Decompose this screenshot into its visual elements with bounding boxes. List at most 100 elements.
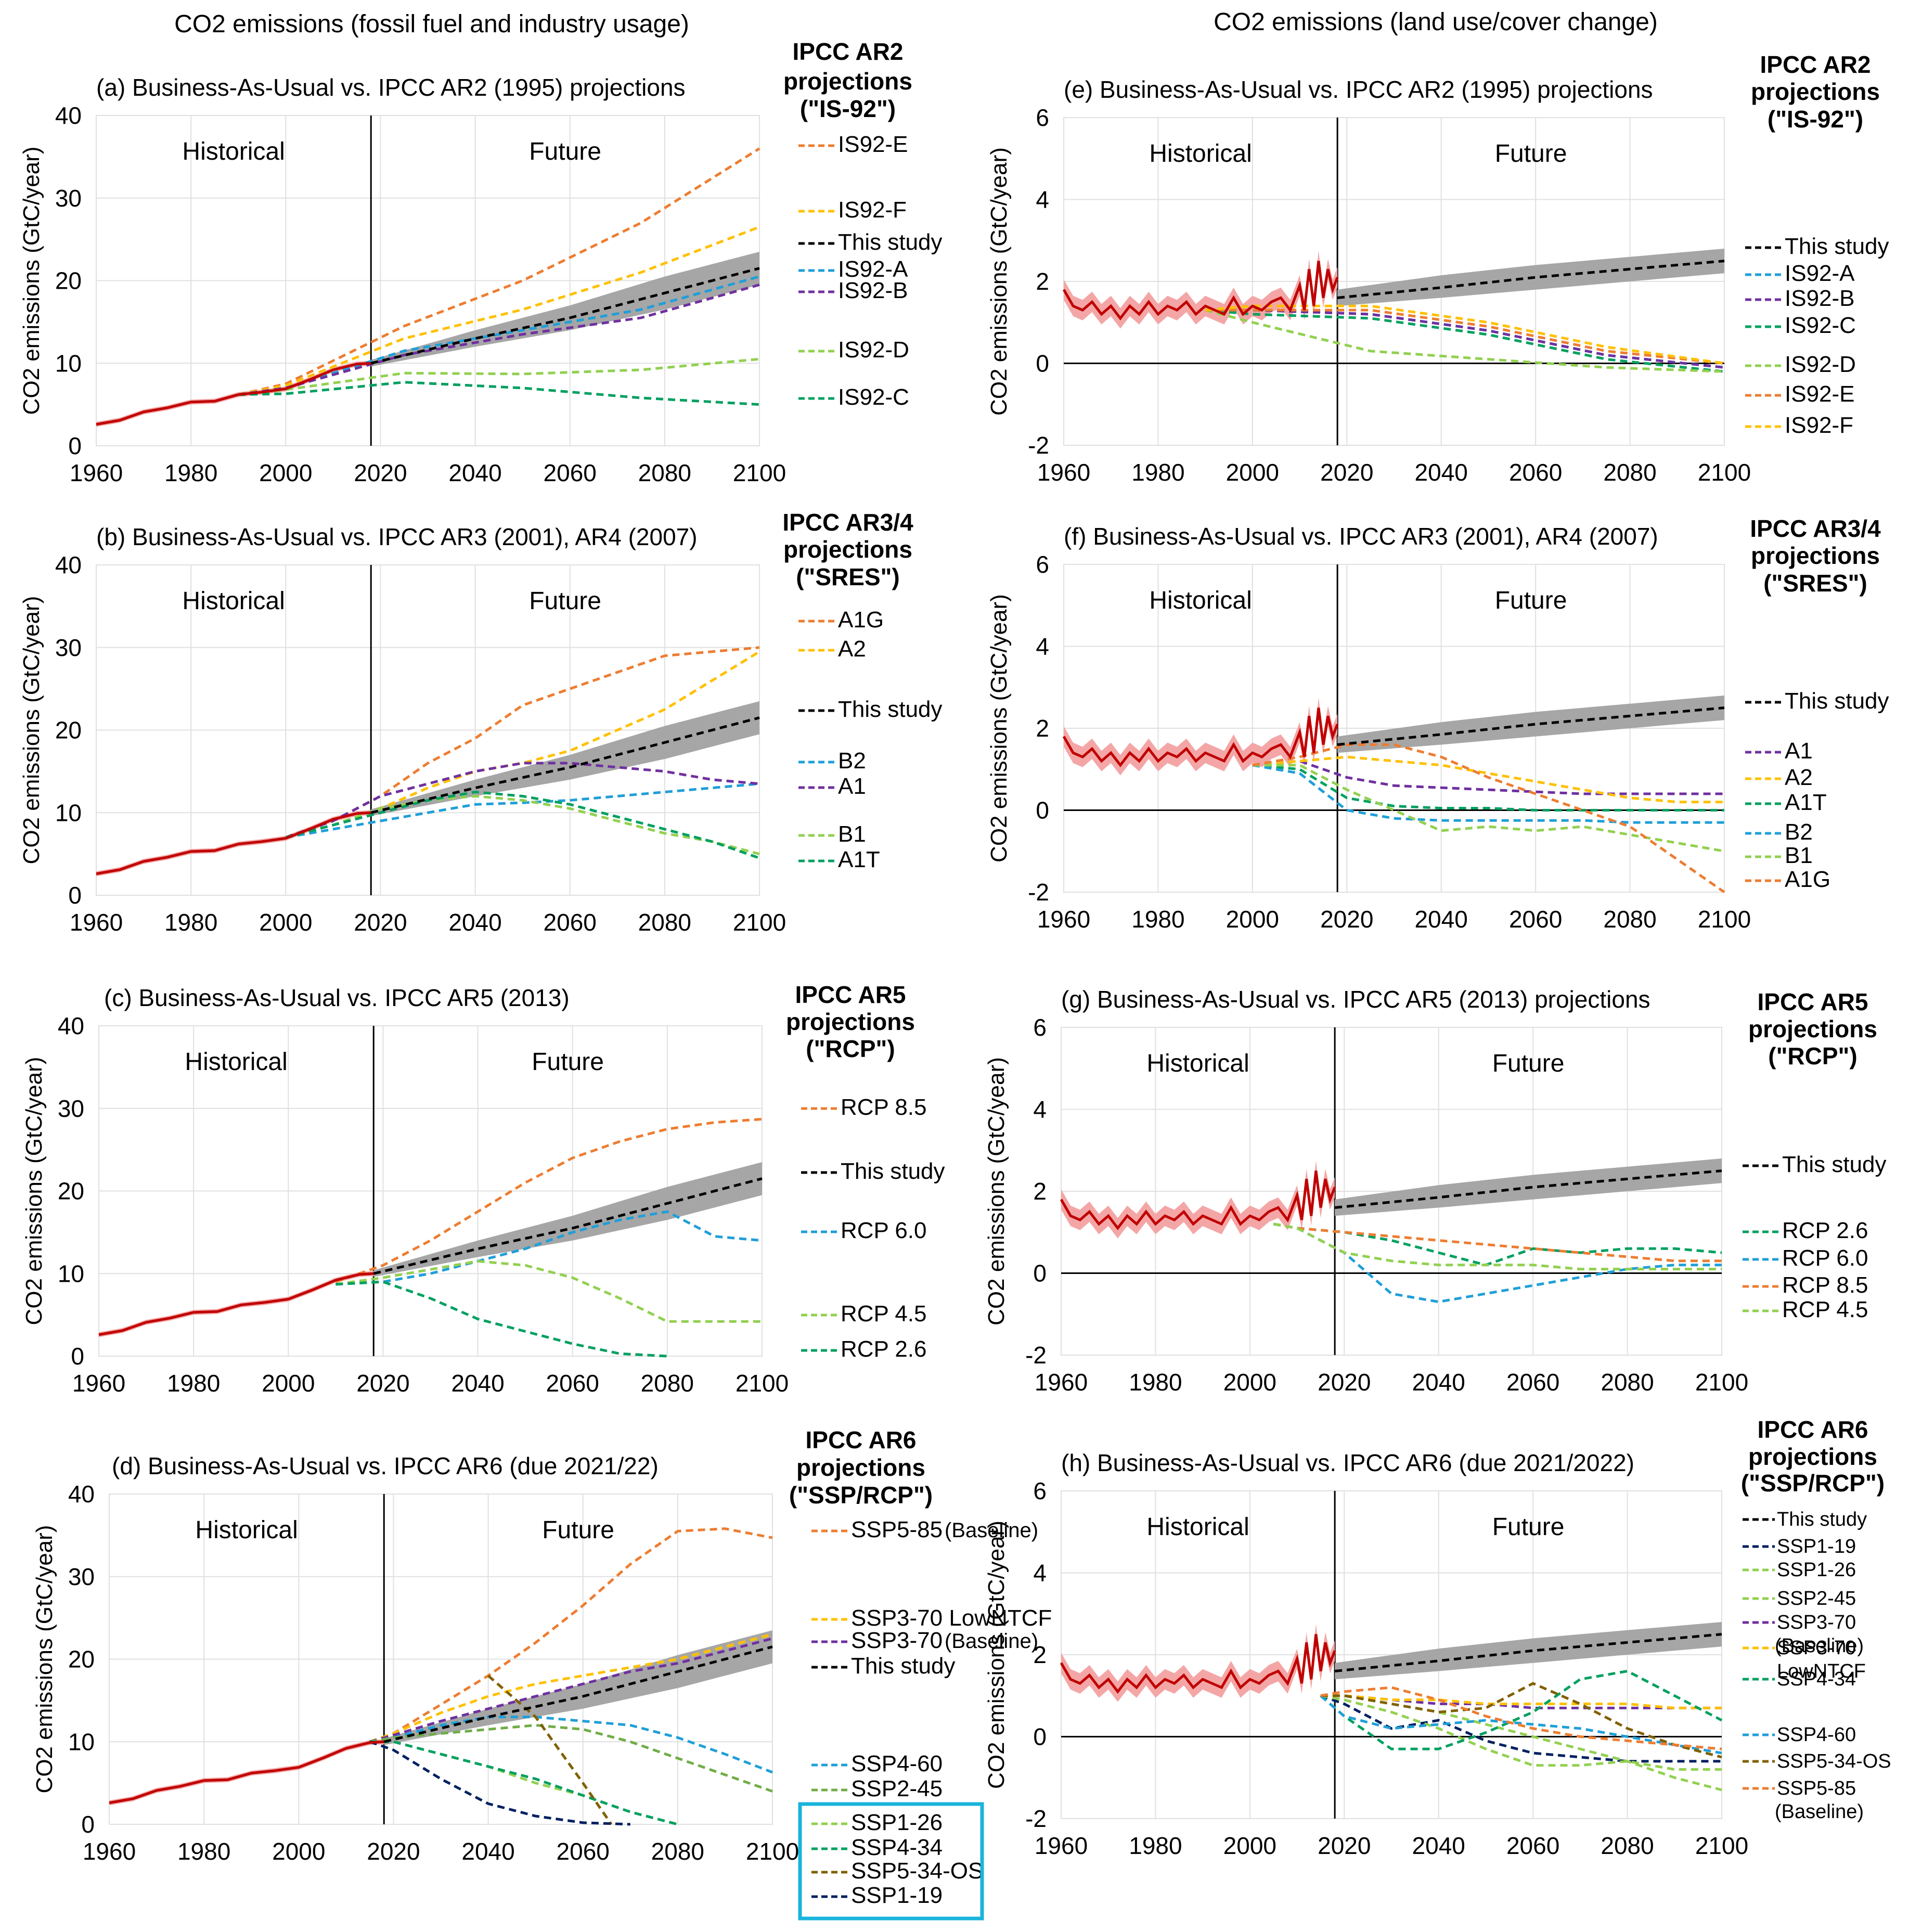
panel-title: (e) Business-As-Usual vs. IPCC AR2 (1995… xyxy=(1064,76,1653,103)
y-tick-label: -2 xyxy=(1025,1342,1047,1369)
x-tick-label: 2100 xyxy=(733,909,786,936)
region-label-future: Future xyxy=(532,1048,604,1076)
x-tick-label: 2020 xyxy=(1318,1369,1371,1396)
region-label-historical: Historical xyxy=(195,1516,298,1544)
panel-c: 1960 1980 2000 2020 2040 2060 2080 2100 0 10 20 30 4… xyxy=(21,981,945,1397)
region-label-future: Future xyxy=(1492,1050,1565,1077)
x-tick-label: 2020 xyxy=(1320,459,1373,486)
legend-label: A2 xyxy=(1785,765,1813,790)
legend-label: SSP1-26 xyxy=(851,1810,943,1835)
x-tick-label: 2040 xyxy=(1412,1369,1465,1396)
legend-title: ("RCP") xyxy=(806,1035,895,1062)
x-tick-label: 1980 xyxy=(177,1838,230,1865)
region-label-future: Future xyxy=(529,138,601,165)
legend-label: RCP 8.5 xyxy=(1782,1272,1868,1298)
legend-label: SSP3-70 xyxy=(1777,1637,1856,1659)
x-tick-label: 2000 xyxy=(259,459,312,486)
x-tick-label: 2000 xyxy=(272,1838,325,1865)
legend-label: This study xyxy=(841,1158,945,1184)
x-tick-label: 1960 xyxy=(70,459,123,486)
historical-line xyxy=(96,362,371,426)
panel-title: (b) Business-As-Usual vs. IPCC AR3 (2001… xyxy=(96,523,698,550)
y-tick-label: 0 xyxy=(68,882,82,909)
series-line-ssp1-26 xyxy=(1320,1694,1722,1771)
y-tick-label: 10 xyxy=(55,350,82,377)
series-line-ssp1-26 xyxy=(369,1740,678,1826)
legend-title: projections xyxy=(786,1008,915,1035)
series-line-ssp1-19 xyxy=(1320,1694,1722,1763)
series-line-ssp5-34-os xyxy=(1320,1682,1722,1759)
legend-label: RCP 6.0 xyxy=(1782,1245,1868,1271)
legend-label: IS92-E xyxy=(838,132,908,157)
y-tick-label: 10 xyxy=(58,1260,84,1287)
legend-label: SSP1-19 xyxy=(1777,1536,1856,1557)
x-tick-label: 2040 xyxy=(461,1838,514,1865)
region-label-historical: Historical xyxy=(1146,1513,1249,1541)
panel-title: (d) Business-As-Usual vs. IPCC AR6 (due … xyxy=(112,1452,659,1479)
legend-label: SSP2-45 xyxy=(1777,1588,1856,1609)
y-tick-label: 2 xyxy=(1033,1178,1047,1205)
region-label-historical: Historical xyxy=(185,1048,287,1076)
legend-label: B1 xyxy=(838,821,866,847)
y-tick-label: 0 xyxy=(1036,350,1049,377)
panel-h: 1960 1980 2000 2020 2040 2060 2080 2100 -2 0 2 4 6 (h… xyxy=(984,1416,1891,1859)
historical-band xyxy=(109,1739,384,1806)
legend-label: IS92-B xyxy=(838,278,908,303)
legend-title: ("RCP") xyxy=(1768,1042,1857,1070)
legend-title: projections xyxy=(783,536,912,563)
series-line-rcp-6.0 xyxy=(1273,1222,1722,1304)
legend-label: SSP3-70 LowNTCF xyxy=(851,1605,1052,1631)
series-line-ssp3-70 xyxy=(369,1637,773,1743)
y-tick-label: 4 xyxy=(1033,1096,1047,1123)
x-tick-label: 2100 xyxy=(1698,459,1751,486)
x-tick-label: 2000 xyxy=(262,1370,315,1397)
legend-label: A2 xyxy=(838,636,866,662)
series-line-b2 xyxy=(1252,764,1724,824)
legend-title: projections xyxy=(1751,542,1880,569)
this-study-line xyxy=(370,716,760,814)
series-line-ssp5-85 xyxy=(1320,1686,1722,1750)
x-tick-label: 2060 xyxy=(1509,906,1562,933)
x-tick-label: 2100 xyxy=(733,459,786,486)
y-tick-label: 30 xyxy=(55,185,82,212)
series-line-a1t xyxy=(1252,764,1724,812)
y-tick-label: 30 xyxy=(68,1563,95,1590)
x-tick-label: 2080 xyxy=(1601,1832,1654,1859)
y-axis-label: CO2 emissions (GtC/year) xyxy=(32,1525,57,1794)
this-study-line xyxy=(373,1177,763,1275)
y-tick-label: 2 xyxy=(1036,715,1049,742)
x-tick-label: 2040 xyxy=(1412,1832,1465,1859)
legend-title: IPCC AR3/4 xyxy=(782,509,913,536)
x-tick-label: 1980 xyxy=(1129,1832,1182,1859)
series-line-a1 xyxy=(1252,759,1724,795)
x-tick-label: 2040 xyxy=(448,909,501,936)
legend-label: SSP4-34 xyxy=(1777,1668,1856,1690)
y-tick-label: 20 xyxy=(58,1178,84,1205)
region-label-future: Future xyxy=(1492,1513,1565,1541)
series-line-a2 xyxy=(1252,755,1724,804)
y-tick-label: 40 xyxy=(58,1012,84,1039)
x-tick-label: 2020 xyxy=(356,1370,409,1397)
y-tick-label: 40 xyxy=(55,551,82,578)
right-column-header: CO2 emissions (land use/cover change) xyxy=(1214,8,1658,36)
region-label-historical: Historical xyxy=(182,138,285,165)
y-tick-label: 4 xyxy=(1036,186,1049,213)
this-study-line xyxy=(1337,706,1725,746)
y-tick-label: 20 xyxy=(55,267,82,294)
legend-label: A1T xyxy=(1785,790,1827,815)
series-line-rcp-4.5 xyxy=(336,1259,762,1323)
y-tick-label: 6 xyxy=(1033,1477,1047,1504)
legend-note: (Baseline) xyxy=(945,1630,1038,1653)
region-label-future: Future xyxy=(529,587,601,615)
legend-label: This study xyxy=(1782,1152,1887,1177)
y-tick-label: 0 xyxy=(81,1811,95,1838)
legend-label: A1 xyxy=(838,774,866,799)
series-line-rcp-8.5 xyxy=(335,1117,763,1283)
x-tick-label: 1980 xyxy=(1129,1369,1182,1396)
historical-band xyxy=(96,810,371,877)
series-line-ssp4-60 xyxy=(369,1716,773,1774)
legend-label: IS92-B xyxy=(1785,286,1855,311)
legend-label: A1G xyxy=(1785,867,1830,892)
y-axis-label: CO2 emissions (GtC/year) xyxy=(984,1521,1009,1789)
legend-label: IS92-E xyxy=(1785,381,1855,407)
